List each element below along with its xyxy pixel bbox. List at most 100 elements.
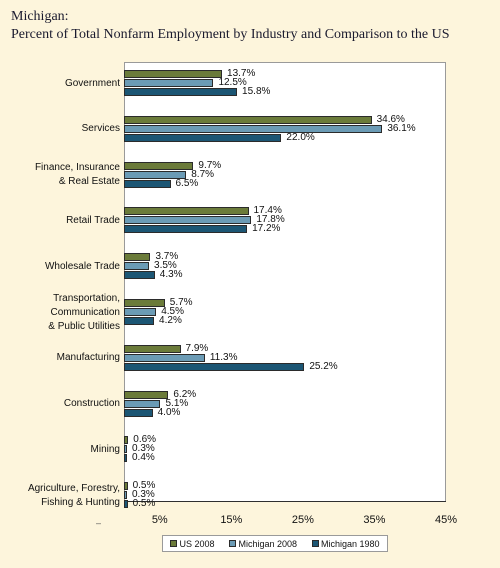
category-label-finance-insurance: Finance, Insurance & Real Estate	[2, 161, 120, 189]
value-label-michigan-2008-finance-insurance: 8.7%	[191, 168, 215, 180]
value-label-michigan-1980-wholesale-trade: 4.3%	[159, 269, 183, 281]
bar-michigan-1980-wholesale-trade	[124, 271, 155, 280]
category-label-line: Manufacturing	[56, 352, 120, 364]
title-line-1: Michigan:	[11, 9, 69, 24]
x-tick-label: 5%	[151, 514, 168, 526]
category-label-line: Wholesale Trade	[44, 260, 120, 272]
bar-michigan-1980-construction	[124, 408, 153, 417]
legend-label-michigan-2008: Michigan 2008	[238, 538, 297, 549]
legend-item-us-2008: US 2008	[170, 538, 215, 549]
bar-michigan-1980-transportation	[124, 317, 155, 325]
category-label-line: Finance, Insurance	[34, 162, 120, 174]
bar-michigan-2008-services	[124, 124, 383, 133]
legend-label-us-2008: US 2008	[179, 538, 215, 549]
value-label-us-2008-mining: 0.6%	[133, 434, 157, 446]
title-line-2: Percent of Total Nonfarm Employment by I…	[11, 27, 450, 42]
category-label-line: Construction	[63, 398, 120, 410]
category-label-line: Transportation,	[53, 292, 120, 304]
value-label-michigan-1980-transportation: 4.2%	[159, 315, 182, 326]
bar-michigan-2008-construction	[124, 399, 161, 408]
value-label-us-2008-wholesale-trade: 3.7%	[155, 251, 179, 263]
bar-michigan-2008-transportation	[124, 308, 157, 316]
bar-michigan-1980-services	[124, 133, 282, 142]
bar-us-2008-government	[124, 70, 223, 78]
value-label-us-2008-construction: 6.2%	[173, 388, 197, 400]
value-label-michigan-2008-agriculture-forestry: 0.3%	[132, 489, 155, 501]
category-label-agriculture-forestry: Agriculture, Forestry, Fishing & Hunting	[2, 482, 120, 510]
value-label-michigan-2008-services: 36.1%	[387, 122, 416, 134]
value-label-us-2008-retail-trade: 17.4%	[253, 205, 282, 217]
legend-swatch-us-2008	[170, 540, 178, 547]
category-label-line: Agriculture, Forestry,	[27, 482, 120, 494]
value-label-us-2008-agriculture-forestry: 0.5%	[132, 480, 156, 492]
legend-item-michigan-1980: Michigan 1980	[311, 538, 380, 549]
category-label-line: Retail Trade	[66, 214, 120, 226]
x-tick-label: 15%	[220, 514, 243, 526]
category-label-manufacturing: Manufacturing	[2, 351, 120, 365]
value-label-michigan-2008-construction: 5.1%	[165, 397, 189, 409]
value-label-michigan-1980-services: 22.0%	[286, 131, 315, 143]
value-label-michigan-1980-government: 15.8%	[242, 86, 271, 97]
bar-michigan-1980-finance-insurance	[124, 179, 171, 188]
bar-michigan-2008-government	[124, 79, 214, 87]
value-label-us-2008-transportation: 5.7%	[169, 297, 193, 308]
x-tick-label: 45%	[434, 514, 458, 526]
bar-michigan-2008-manufacturing	[124, 353, 205, 362]
legend-item-michigan-2008: Michigan 2008	[229, 539, 297, 549]
bar-us-2008-manufacturing	[124, 344, 181, 353]
value-label-michigan-2008-wholesale-trade: 3.5%	[154, 260, 177, 272]
category-label-services: Services	[2, 122, 120, 136]
value-label-michigan-1980-mining: 0.4%	[132, 452, 155, 464]
bar-michigan-1980-retail-trade	[124, 225, 248, 234]
value-label-us-2008-services: 34.6%	[376, 113, 405, 125]
bar-us-2008-mining	[124, 436, 129, 445]
category-label-government: Government	[2, 77, 120, 91]
bar-us-2008-construction	[124, 390, 169, 399]
value-label-michigan-2008-transportation: 4.5%	[161, 306, 184, 317]
category-label-line: Mining	[90, 443, 120, 455]
x-tick-label: 35%	[363, 514, 386, 526]
bar-michigan-2008-agriculture-forestry	[124, 491, 127, 500]
bar-michigan-1980-agriculture-forestry	[124, 500, 128, 509]
category-label-line: Communication	[50, 306, 120, 318]
value-label-us-2008-manufacturing: 7.9%	[185, 342, 209, 354]
bar-us-2008-wholesale-trade	[124, 253, 151, 262]
chart-title: Michigan: Percent of Total Nonfarm Emplo…	[11, 8, 450, 44]
x-axis-line	[124, 501, 446, 502]
bar-us-2008-services	[124, 115, 372, 124]
value-label-us-2008-government: 13.7%	[227, 68, 256, 79]
x-tick-label: 25%	[291, 514, 314, 526]
bar-michigan-2008-retail-trade	[124, 216, 252, 225]
bar-us-2008-agriculture-forestry	[124, 482, 128, 491]
bar-michigan-2008-finance-insurance	[124, 170, 187, 179]
category-label-wholesale-trade: Wholesale Trade	[2, 260, 120, 274]
value-label-michigan-1980-finance-insurance: 6.5%	[175, 177, 199, 189]
x-axis-minus-marker: –	[96, 518, 102, 528]
value-label-michigan-2008-retail-trade: 17.8%	[256, 214, 285, 226]
category-label-mining: Mining	[2, 443, 120, 457]
category-label-line: & Real Estate	[58, 176, 120, 188]
category-label-construction: Construction	[2, 397, 120, 411]
bar-michigan-2008-mining	[124, 445, 127, 454]
legend-swatch-michigan-1980	[311, 540, 319, 547]
bar-us-2008-finance-insurance	[124, 161, 194, 170]
bar-us-2008-retail-trade	[124, 207, 249, 216]
legend: US 2008 Michigan 2008 Michigan 1980	[162, 535, 388, 552]
value-label-michigan-1980-manufacturing: 25.2%	[309, 360, 338, 372]
value-label-us-2008-finance-insurance: 9.7%	[198, 159, 222, 171]
value-label-michigan-1980-construction: 4.0%	[157, 406, 181, 418]
category-label-line: & Public Utilities	[48, 320, 120, 332]
category-label-transportation: Transportation, Communication & Public Uti…	[2, 292, 120, 334]
value-label-michigan-1980-retail-trade: 17.2%	[252, 223, 281, 235]
bar-michigan-2008-wholesale-trade	[124, 262, 150, 271]
legend-swatch-michigan-2008	[229, 540, 237, 547]
category-label-line: Fishing & Hunting	[41, 496, 120, 508]
category-label-retail-trade: Retail Trade	[2, 214, 120, 228]
category-label-line: Government	[64, 77, 120, 89]
category-label-line: Services	[81, 123, 120, 135]
bar-michigan-1980-mining	[124, 454, 127, 463]
value-label-michigan-2008-mining: 0.3%	[132, 443, 155, 455]
legend-label-michigan-1980: Michigan 1980	[320, 538, 380, 549]
value-label-michigan-2008-government: 12.5%	[218, 77, 247, 88]
bar-us-2008-transportation	[124, 299, 165, 307]
